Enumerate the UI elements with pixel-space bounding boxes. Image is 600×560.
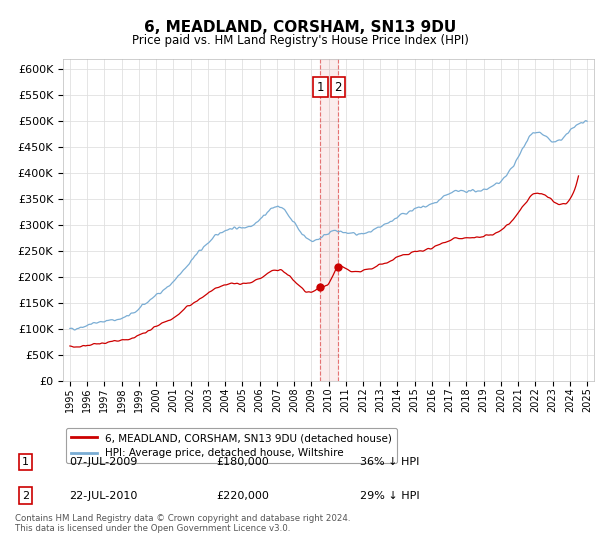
Text: 1: 1 [22, 457, 29, 467]
Text: 6, MEADLAND, CORSHAM, SN13 9DU: 6, MEADLAND, CORSHAM, SN13 9DU [144, 20, 456, 35]
Text: 22-JUL-2010: 22-JUL-2010 [69, 491, 137, 501]
Text: 36% ↓ HPI: 36% ↓ HPI [360, 457, 419, 467]
Text: Contains HM Land Registry data © Crown copyright and database right 2024.
This d: Contains HM Land Registry data © Crown c… [15, 514, 350, 533]
Text: 29% ↓ HPI: 29% ↓ HPI [360, 491, 419, 501]
Text: 2: 2 [334, 81, 342, 94]
Text: 1: 1 [316, 81, 324, 94]
Text: £220,000: £220,000 [216, 491, 269, 501]
Bar [320, 59, 338, 381]
Text: 2: 2 [22, 491, 29, 501]
Legend: 6, MEADLAND, CORSHAM, SN13 9DU (detached house), HPI: Average price, detached ho: 6, MEADLAND, CORSHAM, SN13 9DU (detached… [65, 428, 397, 464]
Text: Price paid vs. HM Land Registry's House Price Index (HPI): Price paid vs. HM Land Registry's House … [131, 34, 469, 46]
Text: £180,000: £180,000 [216, 457, 269, 467]
Text: 07-JUL-2009: 07-JUL-2009 [69, 457, 137, 467]
